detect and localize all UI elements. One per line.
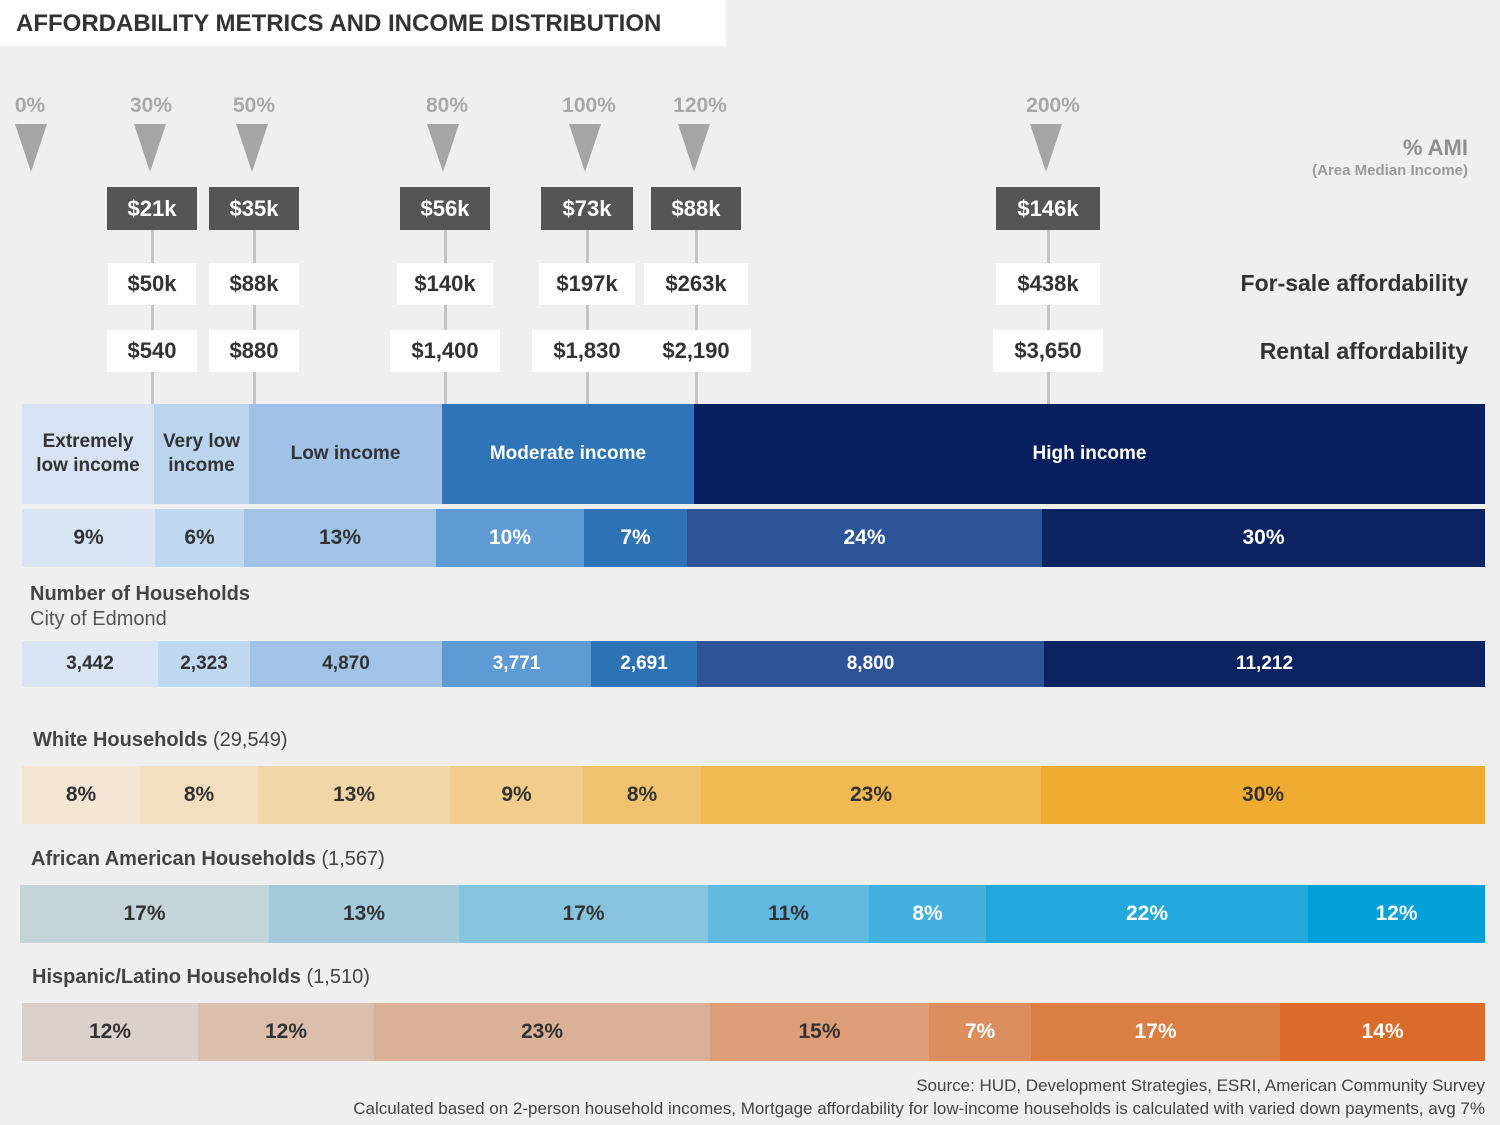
white-households-segment: 8% bbox=[583, 766, 701, 824]
white-households-label: White Households bbox=[33, 729, 208, 751]
ami-200-connector bbox=[1046, 228, 1050, 404]
ami-120-rental-box: $2,190 bbox=[641, 330, 751, 372]
white-households-segment: 30% bbox=[1041, 766, 1485, 824]
income-pct-segment: 6% bbox=[155, 509, 244, 567]
hispanic-households-count: (1,510) bbox=[306, 966, 370, 988]
ami-200-income-box: $146k bbox=[996, 187, 1100, 230]
households-subtitle: City of Edmond bbox=[30, 608, 167, 630]
ami-120-connector bbox=[694, 228, 698, 404]
hispanic-households-segment: 12% bbox=[198, 1003, 374, 1061]
ami-200-arrow-icon bbox=[1030, 124, 1062, 172]
white-households-segment: 23% bbox=[701, 766, 1041, 824]
ami-80-label: 80% bbox=[425, 94, 469, 117]
income-pct-segment: 7% bbox=[584, 509, 687, 567]
category-low-income: Low income bbox=[249, 404, 442, 504]
households-count-segment: 2,691 bbox=[591, 641, 697, 687]
ami-200-for-sale-box: $438k bbox=[996, 263, 1100, 305]
ami-0-label: 0% bbox=[14, 94, 46, 117]
households-count-segment: 8,800 bbox=[697, 641, 1044, 687]
ami-50-for-sale-box: $88k bbox=[209, 263, 299, 305]
ami-120-label: 120% bbox=[673, 94, 727, 117]
ami-30-rental-box: $540 bbox=[107, 330, 197, 372]
ami-30-label: 30% bbox=[129, 94, 173, 117]
ami-50-label: 50% bbox=[232, 94, 276, 117]
ami-120-for-sale-box: $263k bbox=[644, 263, 748, 305]
households-count-segment: 3,442 bbox=[22, 641, 158, 687]
hispanic-households-segment: 15% bbox=[710, 1003, 929, 1061]
african-american-households-segment: 17% bbox=[459, 885, 708, 943]
rental-label: Rental affordability bbox=[1259, 338, 1468, 364]
calculation-note: Calculated based on 2-person household i… bbox=[353, 1099, 1485, 1118]
african-american-households-segment: 11% bbox=[708, 885, 869, 943]
households-count-segment: 2,323 bbox=[158, 641, 250, 687]
category-moderate-income: Moderate income bbox=[442, 404, 694, 504]
for-sale-label: For-sale affordability bbox=[1240, 270, 1468, 296]
african-american-households-count: (1,567) bbox=[321, 848, 385, 870]
source-note: Source: HUD, Development Strategies, ESR… bbox=[916, 1076, 1485, 1095]
african-american-households-segment: 22% bbox=[986, 885, 1308, 943]
hispanic-households-segment: 23% bbox=[374, 1003, 710, 1061]
income-pct-segment: 9% bbox=[22, 509, 155, 567]
chart-title: AFFORDABILITY METRICS AND INCOME DISTRIB… bbox=[16, 10, 662, 37]
ami-80-arrow-icon bbox=[427, 124, 459, 172]
ami-80-rental-box: $1,400 bbox=[390, 330, 500, 372]
income-pct-segment: 30% bbox=[1042, 509, 1485, 567]
ami-100-label: 100% bbox=[562, 94, 616, 117]
ami-0-arrow-icon bbox=[15, 124, 47, 172]
african-american-households-segment: 13% bbox=[269, 885, 459, 943]
ami-30-for-sale-box: $50k bbox=[108, 263, 196, 305]
african-american-households-segment: 12% bbox=[1308, 885, 1485, 943]
african-american-households-title: African American Households (1,567) bbox=[31, 848, 385, 871]
ami-100-arrow-icon bbox=[569, 124, 601, 172]
income-pct-segment: 10% bbox=[436, 509, 584, 567]
hispanic-households-segment: 14% bbox=[1280, 1003, 1485, 1061]
white-households-segment: 9% bbox=[450, 766, 583, 824]
ami-30-arrow-icon bbox=[134, 124, 166, 172]
african-american-households-segment: 8% bbox=[869, 885, 986, 943]
hispanic-households-segment: 17% bbox=[1031, 1003, 1280, 1061]
ami-30-connector bbox=[150, 228, 154, 404]
ami-80-connector bbox=[443, 228, 447, 404]
ami-unit-label: % AMI bbox=[1402, 135, 1468, 160]
households-title: Number of Households bbox=[30, 583, 251, 605]
hispanic-households-label: Hispanic/Latino Households bbox=[32, 966, 301, 988]
hispanic-households-title: Hispanic/Latino Households (1,510) bbox=[32, 966, 370, 989]
ami-50-connector bbox=[252, 228, 256, 404]
category-high-income: High income bbox=[694, 404, 1485, 504]
ami-50-rental-box: $880 bbox=[209, 330, 299, 372]
ami-120-income-box: $88k bbox=[651, 187, 741, 230]
ami-120-arrow-icon bbox=[678, 124, 710, 172]
white-households-segment: 8% bbox=[140, 766, 258, 824]
ami-subtitle: (Area Median Income) bbox=[1312, 162, 1468, 179]
ami-100-connector bbox=[585, 228, 589, 404]
ami-80-income-box: $56k bbox=[400, 187, 490, 230]
hispanic-households-segment: 7% bbox=[929, 1003, 1031, 1061]
ami-200-label: 200% bbox=[1026, 94, 1080, 117]
ami-100-for-sale-box: $197k bbox=[539, 263, 635, 305]
ami-50-arrow-icon bbox=[236, 124, 268, 172]
ami-50-income-box: $35k bbox=[209, 187, 299, 230]
ami-80-for-sale-box: $140k bbox=[397, 263, 493, 305]
category-extremely-low-income: Extremely low income bbox=[22, 404, 154, 504]
hispanic-households-segment: 12% bbox=[22, 1003, 198, 1061]
white-households-segment: 13% bbox=[258, 766, 450, 824]
income-pct-segment: 24% bbox=[687, 509, 1042, 567]
ami-200-rental-box: $3,650 bbox=[993, 330, 1103, 372]
white-households-segment: 8% bbox=[22, 766, 140, 824]
ami-30-income-box: $21k bbox=[107, 187, 197, 230]
households-count-segment: 11,212 bbox=[1044, 641, 1485, 687]
title-banner bbox=[0, 0, 726, 46]
white-households-count: (29,549) bbox=[213, 729, 288, 751]
income-pct-segment: 13% bbox=[244, 509, 436, 567]
households-count-segment: 3,771 bbox=[442, 641, 591, 687]
households-count-segment: 4,870 bbox=[250, 641, 442, 687]
category-very-low-income: Very low income bbox=[154, 404, 249, 504]
african-american-households-segment: 17% bbox=[20, 885, 269, 943]
white-households-title: White Households (29,549) bbox=[33, 729, 288, 752]
ami-100-income-box: $73k bbox=[541, 187, 633, 230]
african-american-households-label: African American Households bbox=[31, 848, 316, 870]
ami-100-rental-box: $1,830 bbox=[532, 330, 642, 372]
